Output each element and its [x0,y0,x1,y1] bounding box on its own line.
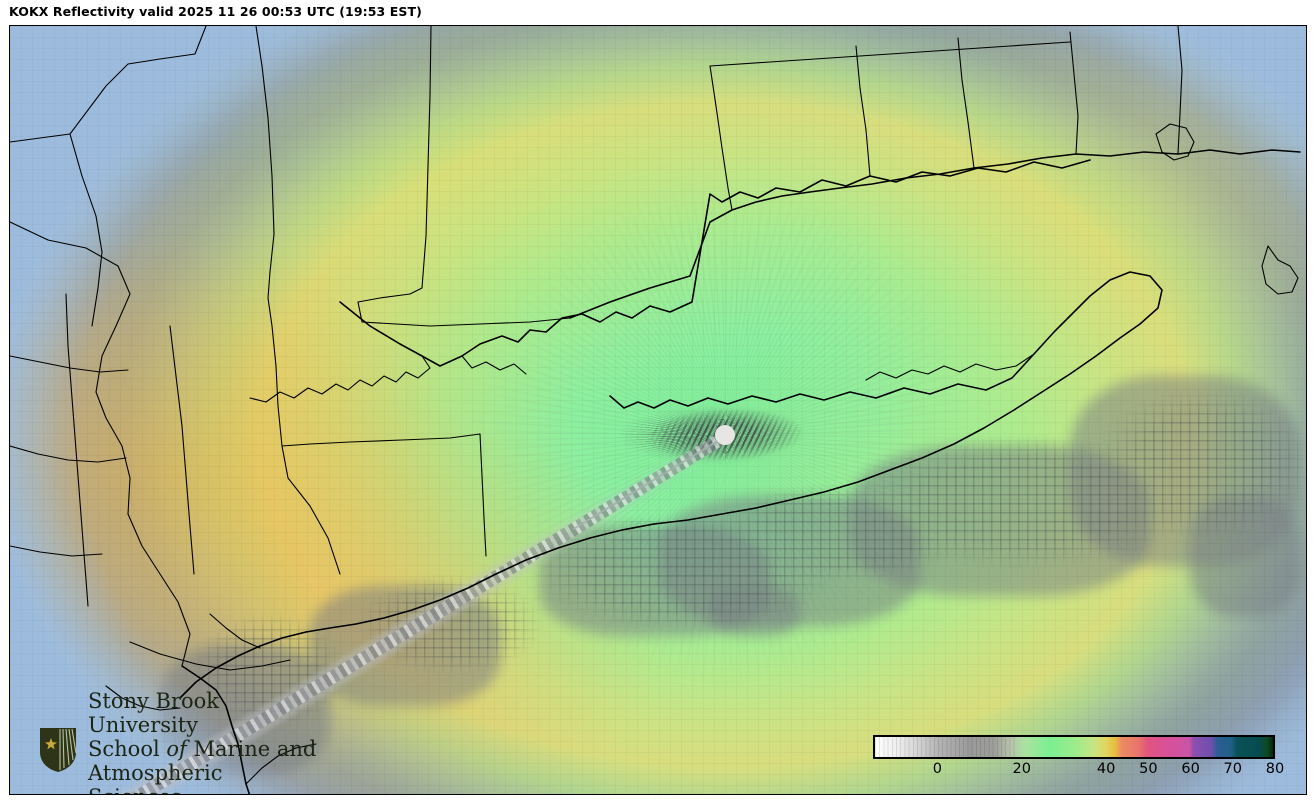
colorbar-tick-labels: 0 20 40 50 60 70 80 [873,761,1285,783]
logo-text-block: Stony Brook University School of Marine … [88,689,318,794]
stony-brook-somas-logo: Stony Brook University School of Marine … [38,689,318,794]
radar-site-cone-of-silence [715,425,736,446]
title-bar: KOKX Reflectivity valid 2025 11 26 00:53… [0,0,1316,25]
colorbar-tick-20: 20 [1012,761,1031,777]
logo-line-1: Stony Brook University [88,689,220,738]
reflectivity-colorbar[interactable]: 0 20 40 50 60 70 80 [873,735,1285,787]
colorbar-tick-80: 80 [1265,761,1285,777]
colorbar-box[interactable] [873,735,1275,759]
page-title: KOKX Reflectivity valid 2025 11 26 00:53… [9,4,422,19]
colorbar-tick-60: 60 [1181,761,1200,777]
colorbar-tick-0: 0 [932,761,942,777]
colorbar-band-lines [875,737,1019,757]
logo-line-2-pre: School [88,737,167,762]
colorbar-gradient [875,737,1273,757]
map-vector-overlay [10,26,1301,794]
colorbar-tick-40: 40 [1096,761,1116,777]
shield-icon [40,728,77,772]
logo-line-2: School of Marine and [88,737,318,762]
radar-map-panel[interactable]: Stony Brook University School of Marine … [9,25,1307,795]
logo-line-2-em: of [166,737,187,762]
logo-line-2-post: Marine and [186,737,317,762]
logo-line-3: Atmospheric Sciences [88,760,223,794]
colorbar-tick-50: 50 [1139,761,1158,777]
colorbar-tick-70: 70 [1223,761,1243,777]
